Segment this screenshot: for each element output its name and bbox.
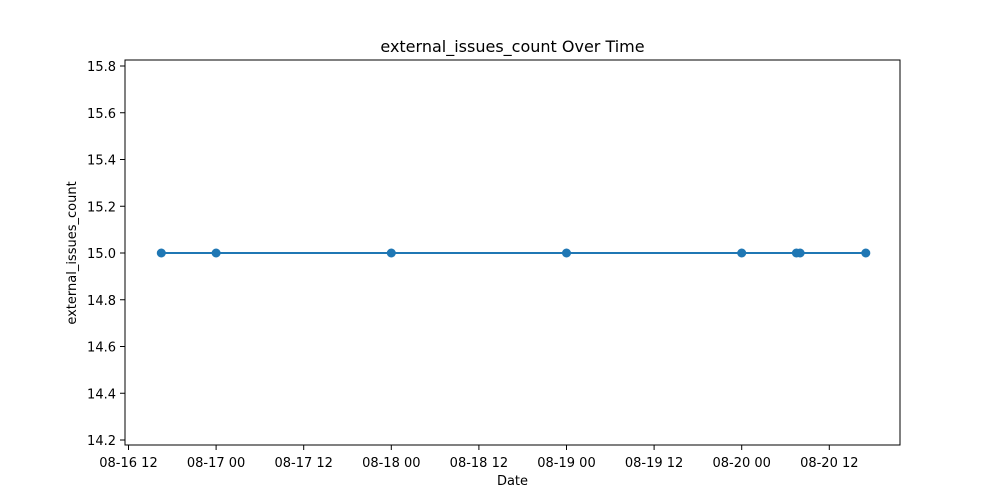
x-tick-label: 08-19 12 (625, 456, 683, 471)
data-point (211, 248, 221, 258)
y-tick-label: 15.8 (87, 60, 116, 75)
x-tick-label: 08-19 00 (537, 456, 595, 471)
data-point (795, 248, 805, 258)
data-point (861, 248, 871, 258)
x-tick-label: 08-20 00 (712, 456, 770, 471)
x-tick-label: 08-17 12 (274, 456, 332, 471)
x-tick-label: 08-20 12 (800, 456, 858, 471)
x-tick-label: 08-16 12 (99, 456, 157, 471)
x-tick-label: 08-18 00 (362, 456, 420, 471)
y-axis-ticks: 14.2 14.4 14.6 14.8 15.0 15.2 15.4 15.6 15.8 (87, 60, 125, 449)
x-tick-label: 08-18 12 (450, 456, 508, 471)
data-point (386, 248, 396, 258)
x-axis-ticks: 08-16 12 08-17 00 08-17 12 08-18 00 08-18 12… (99, 445, 859, 471)
y-tick-label: 15.4 (87, 154, 116, 169)
y-axis-label: external_issues_count (65, 181, 80, 324)
x-tick-label: 08-17 00 (187, 456, 245, 471)
x-axis-label: Date (497, 474, 528, 489)
y-tick-label: 14.2 (87, 434, 116, 449)
data-points (156, 248, 871, 258)
y-tick-label: 14.8 (87, 294, 116, 309)
y-tick-label: 15.0 (87, 247, 116, 262)
data-point (737, 248, 747, 258)
y-tick-label: 15.6 (87, 107, 116, 122)
y-tick-label: 15.2 (87, 200, 116, 215)
chart-title: external_issues_count Over Time (380, 37, 644, 57)
y-tick-label: 14.4 (87, 387, 116, 402)
data-point (156, 248, 166, 258)
y-tick-label: 14.6 (87, 341, 116, 356)
plot-frame (124, 59, 901, 446)
data-point (562, 248, 571, 258)
